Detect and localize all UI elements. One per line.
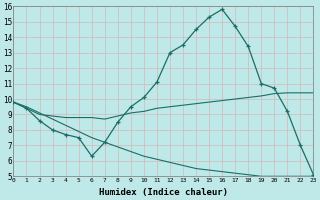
X-axis label: Humidex (Indice chaleur): Humidex (Indice chaleur) — [99, 188, 228, 197]
